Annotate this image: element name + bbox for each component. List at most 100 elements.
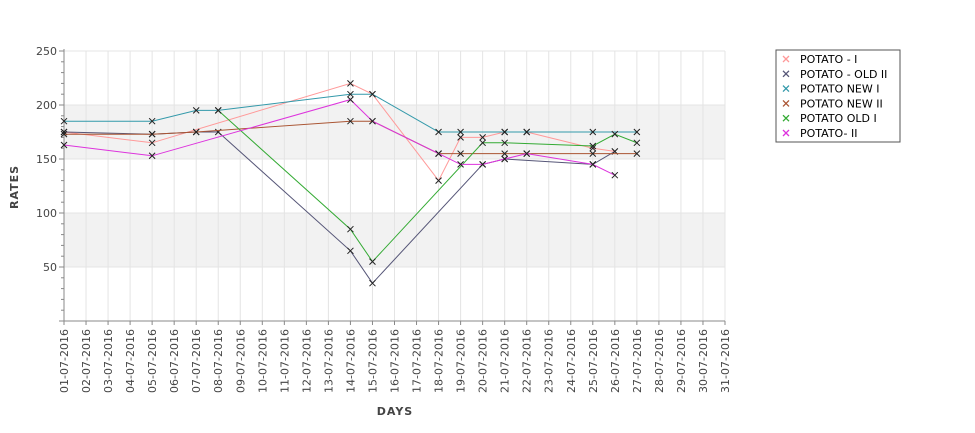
x-tick-labels: 01-07-2016 02-07-2016 03-07-2016 04-07-2016… (58, 329, 732, 393)
series-potato-ii (60, 96, 619, 179)
x-tick-label: 28-07-2016 (653, 329, 666, 393)
x-tick-label: 29-07-2016 (675, 329, 688, 393)
x-tick-label: 25-07-2016 (587, 329, 600, 393)
y-tick-label: 150 (36, 153, 57, 166)
data-point (60, 117, 68, 125)
legend-marker (782, 129, 790, 137)
x-tick-label: 05-07-2016 (146, 329, 159, 393)
x-tick-label: 20-07-2016 (477, 329, 490, 393)
data-point (633, 139, 641, 147)
legend-label: POTATO - I (800, 53, 857, 66)
data-point (435, 128, 442, 136)
x-tick-label: 18-07-2016 (433, 329, 446, 393)
y-tick-label: 50 (43, 261, 57, 274)
series-potato-new-i (60, 90, 641, 136)
legend-item: POTATO - I (782, 53, 857, 66)
data-point (192, 128, 200, 136)
data-point (457, 150, 464, 157)
data-point (501, 128, 509, 136)
data-point (148, 152, 156, 160)
series-layer (60, 80, 641, 287)
gridlines (63, 50, 726, 321)
x-tick-label: 09-07-2016 (234, 329, 247, 393)
data-point (347, 117, 354, 125)
data-point (479, 139, 486, 147)
data-point (347, 247, 354, 255)
data-point (369, 117, 376, 125)
data-point (523, 128, 531, 136)
data-point (148, 117, 156, 125)
legend-marker (782, 70, 790, 78)
series-line (64, 93, 637, 133)
data-point (347, 80, 354, 87)
x-tick-label: 12-07-2016 (300, 329, 313, 393)
data-point (611, 171, 619, 179)
x-tick-label: 07-07-2016 (190, 329, 203, 393)
series-potato-old-i (214, 107, 641, 265)
data-point (148, 130, 156, 138)
data-point (633, 150, 641, 157)
series-line (217, 110, 638, 263)
x-tick-label: 27-07-2016 (631, 329, 644, 393)
x-axis-title: DAYS (377, 405, 413, 418)
legend-marker (782, 85, 790, 93)
legend-label: POTATO - OLD II (800, 68, 887, 81)
data-point (589, 150, 597, 157)
legend-marker (782, 99, 790, 107)
x-tick-label: 08-07-2016 (212, 329, 225, 393)
y-tick-label: 100 (36, 207, 57, 220)
data-point (457, 161, 464, 168)
data-point (457, 128, 464, 136)
x-tick-label: 24-07-2016 (565, 329, 578, 393)
data-point (148, 139, 156, 147)
data-point (589, 161, 597, 168)
x-tick-label: 04-07-2016 (124, 329, 137, 393)
x-tick-label: 03-07-2016 (102, 329, 115, 393)
legend-item: POTATO NEW I (782, 83, 880, 96)
data-point (369, 279, 376, 287)
data-point (60, 130, 68, 138)
data-point (523, 150, 531, 157)
y-axis-title: RATES (8, 165, 21, 209)
legend-item: POTATO OLD I (782, 112, 877, 125)
x-tick-label: 31-07-2016 (719, 329, 732, 393)
data-point (435, 150, 442, 157)
y-tick-label: 200 (36, 99, 57, 112)
data-point (589, 142, 597, 150)
x-tick-label: 06-07-2016 (168, 329, 181, 393)
data-point (369, 90, 376, 98)
legend-marker (782, 55, 790, 63)
data-point (479, 161, 486, 168)
x-tick-label: 11-07-2016 (278, 329, 291, 393)
legend-item: POTATO NEW II (782, 97, 883, 110)
legend-item: POTATO- II (782, 127, 857, 140)
x-tick-label: 17-07-2016 (411, 329, 424, 393)
data-point (457, 134, 464, 141)
data-point (501, 150, 509, 157)
data-point (214, 107, 222, 114)
x-tick-label: 21-07-2016 (499, 329, 512, 393)
data-point (435, 177, 442, 184)
data-point (60, 141, 68, 149)
data-point (633, 128, 641, 136)
legend-label: POTATO- II (800, 127, 857, 140)
legend-box (775, 49, 901, 143)
legend-item: POTATO - OLD II (782, 68, 887, 81)
data-point (611, 130, 619, 138)
data-point (347, 96, 354, 103)
data-point (589, 128, 597, 136)
data-point (347, 225, 354, 233)
x-tick-label: 22-07-2016 (521, 329, 534, 393)
data-point (479, 134, 486, 141)
x-tick-label: 30-07-2016 (697, 329, 710, 393)
x-tick-label: 10-07-2016 (256, 329, 269, 393)
data-point (501, 155, 509, 163)
x-tick-label: 15-07-2016 (366, 329, 379, 393)
x-tick-label: 16-07-2016 (389, 329, 402, 393)
x-tick-label: 13-07-2016 (322, 329, 335, 393)
x-tick-label: 14-07-2016 (344, 329, 357, 393)
